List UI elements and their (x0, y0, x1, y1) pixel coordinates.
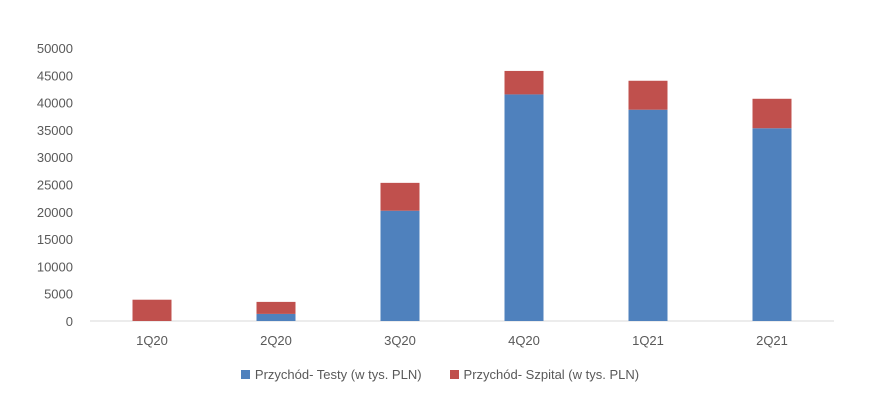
x-tick-label: 4Q20 (508, 333, 540, 348)
y-tick-label: 15000 (37, 232, 73, 247)
x-axis: 1Q20 2Q20 3Q20 4Q20 1Q21 2Q21 (136, 333, 788, 348)
bar-segment-testy (256, 313, 296, 321)
y-tick-label: 40000 (37, 96, 73, 111)
legend-item-szpital: Przychód- Szpital (w tys. PLN) (449, 364, 640, 384)
bar-segment-szpital (380, 182, 420, 211)
x-tick-label: 1Q21 (632, 333, 664, 348)
legend-label-testy: Przychód- Testy (w tys. PLN) (254, 366, 422, 382)
y-tick-label: 45000 (37, 68, 73, 83)
y-tick-label: 50000 (37, 41, 73, 56)
y-tick-label: 25000 (37, 178, 73, 193)
bar-segment-szpital (628, 80, 668, 110)
legend: Przychód- Testy (w tys. PLN) Przychód- S… (0, 364, 880, 384)
bar-segment-szpital (256, 301, 296, 314)
legend-swatch-szpital (449, 369, 459, 379)
y-tick-label: 30000 (37, 150, 73, 165)
bar-segment-szpital (132, 299, 172, 321)
bar-segment-testy (380, 210, 420, 321)
bar-segment-szpital (504, 70, 544, 95)
legend-item-testy: Przychód- Testy (w tys. PLN) (240, 364, 422, 384)
legend-swatch-testy (240, 369, 250, 379)
y-tick-label: 35000 (37, 123, 73, 138)
bar-segment-testy (752, 128, 792, 321)
y-tick-label: 0 (66, 314, 73, 329)
x-tick-label: 3Q20 (384, 333, 416, 348)
legend-label-szpital: Przychód- Szpital (w tys. PLN) (463, 366, 640, 382)
y-axis: 0 5000 10000 15000 20000 25000 30000 35000 40000… (37, 41, 73, 329)
x-tick-label: 2Q20 (260, 333, 292, 348)
y-tick-label: 10000 (37, 259, 73, 274)
bar-segment-testy (628, 109, 668, 321)
bar-segment-szpital (752, 98, 792, 129)
bar-segment-testy (504, 94, 544, 321)
x-tick-label: 1Q20 (136, 333, 168, 348)
plot-area (132, 70, 792, 321)
y-tick-label: 20000 (37, 205, 73, 220)
y-tick-label: 5000 (44, 287, 73, 302)
x-tick-label: 2Q21 (756, 333, 788, 348)
